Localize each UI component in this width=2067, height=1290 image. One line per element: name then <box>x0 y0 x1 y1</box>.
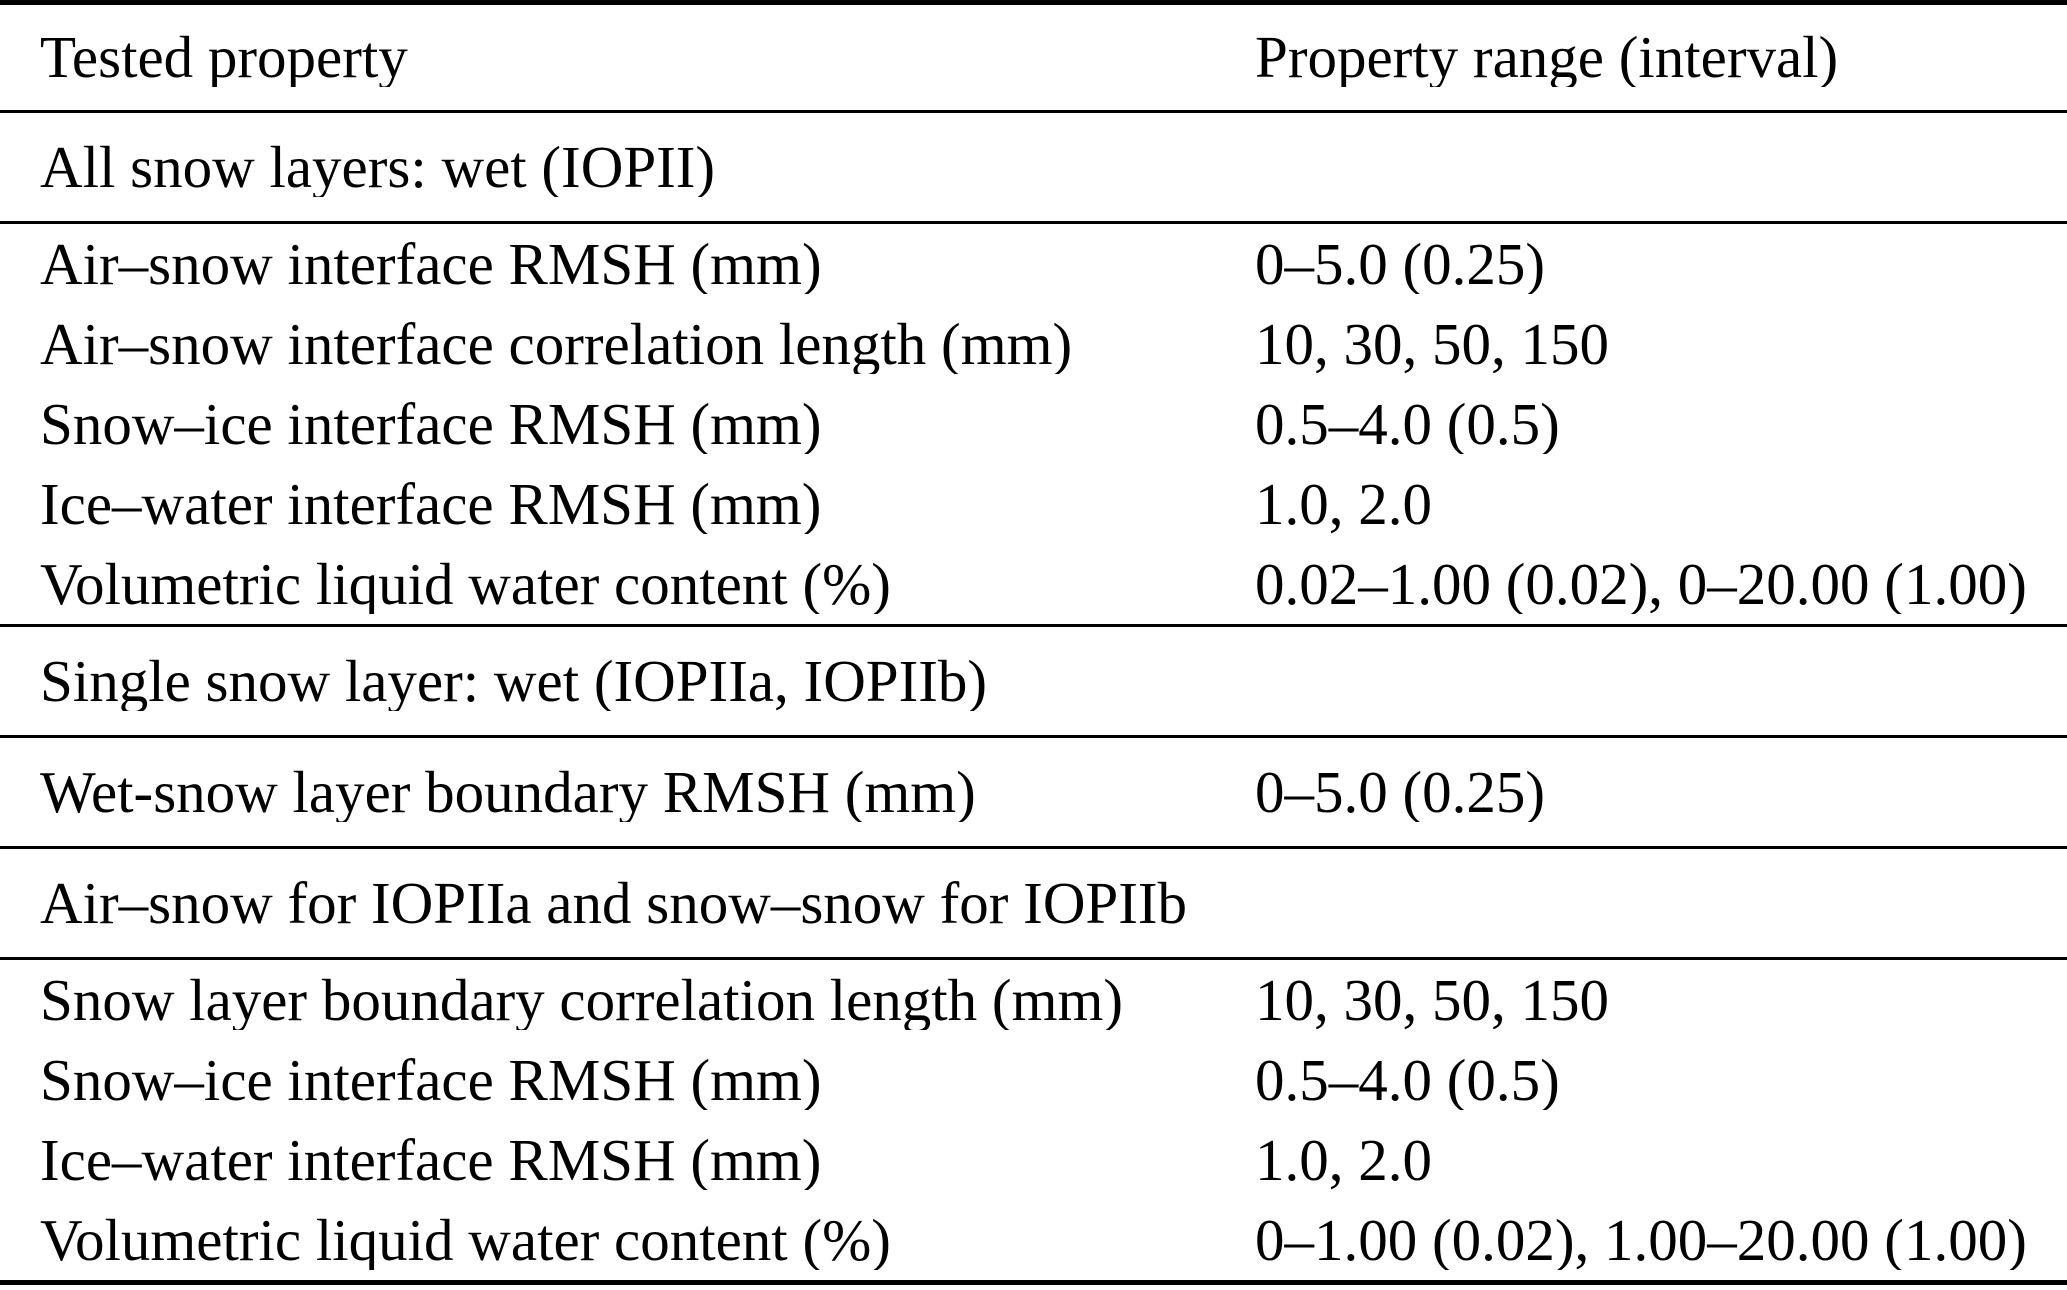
section-body-single-snow-layer: Wet-snow layer boundary RMSH (mm) 0–5.0 … <box>0 738 2067 846</box>
horizontal-rule <box>0 110 2067 113</box>
section-body-all-snow-layers: Air–snow interface RMSH (mm) 0–5.0 (0.25… <box>0 224 2067 624</box>
table-row: Snow–ice interface RMSH (mm) 0.5–4.0 (0.… <box>0 384 2067 464</box>
horizontal-rule <box>0 735 2067 738</box>
range-cell: 0.5–4.0 (0.5) <box>1255 1050 1560 1110</box>
table-bottom-rule <box>0 1280 2067 1285</box>
property-cell: Snow layer boundary correlation length (… <box>40 970 1124 1030</box>
section-title: All snow layers: wet (IOPII) <box>40 137 716 197</box>
table-row: Volumetric liquid water content (%) 0–1.… <box>0 1200 2067 1280</box>
section-header-all-snow-layers: All snow layers: wet (IOPII) <box>0 113 2067 221</box>
table-row: Wet-snow layer boundary RMSH (mm) 0–5.0 … <box>0 752 2067 832</box>
section-body-air-snow-iopiia: Snow layer boundary correlation length (… <box>0 960 2067 1280</box>
table-row: Air–snow interface correlation length (m… <box>0 304 2067 384</box>
section-header-air-snow-iopiia: Air–snow for IOPIIa and snow–snow for IO… <box>0 849 2067 957</box>
range-cell: 0.02–1.00 (0.02), 0–20.00 (1.00) <box>1255 554 2027 614</box>
horizontal-rule <box>0 846 2067 849</box>
property-cell: Ice–water interface RMSH (mm) <box>40 474 822 534</box>
range-cell: 1.0, 2.0 <box>1255 1130 1432 1190</box>
property-cell: Volumetric liquid water content (%) <box>40 554 891 614</box>
property-cell: Air–snow interface RMSH (mm) <box>40 234 822 294</box>
range-cell: 0–5.0 (0.25) <box>1255 234 1546 294</box>
property-cell: Snow–ice interface RMSH (mm) <box>40 394 822 454</box>
table-row: Air–snow interface RMSH (mm) 0–5.0 (0.25… <box>0 224 2067 304</box>
property-cell: Air–snow interface correlation length (m… <box>40 314 1073 374</box>
property-cell: Snow–ice interface RMSH (mm) <box>40 1050 822 1110</box>
section-title: Single snow layer: wet (IOPIIa, IOPIIb) <box>40 651 988 711</box>
table-top-rule <box>0 0 2067 5</box>
column-header-tested-property: Tested property <box>40 28 408 87</box>
range-cell: 0–5.0 (0.25) <box>1255 762 1546 822</box>
range-cell: 0.5–4.0 (0.5) <box>1255 394 1560 454</box>
property-cell: Volumetric liquid water content (%) <box>40 1210 891 1270</box>
horizontal-rule <box>0 221 2067 224</box>
table-row: Snow–ice interface RMSH (mm) 0.5–4.0 (0.… <box>0 1040 2067 1120</box>
range-cell: 0–1.00 (0.02), 1.00–20.00 (1.00) <box>1255 1210 2027 1270</box>
table-row: Volumetric liquid water content (%) 0.02… <box>0 544 2067 624</box>
section-header-single-snow-layer: Single snow layer: wet (IOPIIa, IOPIIb) <box>0 627 2067 735</box>
horizontal-rule <box>0 957 2067 960</box>
property-cell: Wet-snow layer boundary RMSH (mm) <box>40 762 976 822</box>
horizontal-rule <box>0 624 2067 627</box>
range-cell: 10, 30, 50, 150 <box>1255 970 1609 1030</box>
table-header-row: Tested property Property range (interval… <box>0 5 2067 110</box>
property-cell: Ice–water interface RMSH (mm) <box>40 1130 822 1190</box>
table-row: Ice–water interface RMSH (mm) 1.0, 2.0 <box>0 1120 2067 1200</box>
column-header-property-range: Property range (interval) <box>1255 28 1839 87</box>
range-cell: 10, 30, 50, 150 <box>1255 314 1609 374</box>
range-cell: 1.0, 2.0 <box>1255 474 1432 534</box>
section-title: Air–snow for IOPIIa and snow–snow for IO… <box>40 873 1188 933</box>
table-row: Snow layer boundary correlation length (… <box>0 960 2067 1040</box>
table-row: Ice–water interface RMSH (mm) 1.0, 2.0 <box>0 464 2067 544</box>
